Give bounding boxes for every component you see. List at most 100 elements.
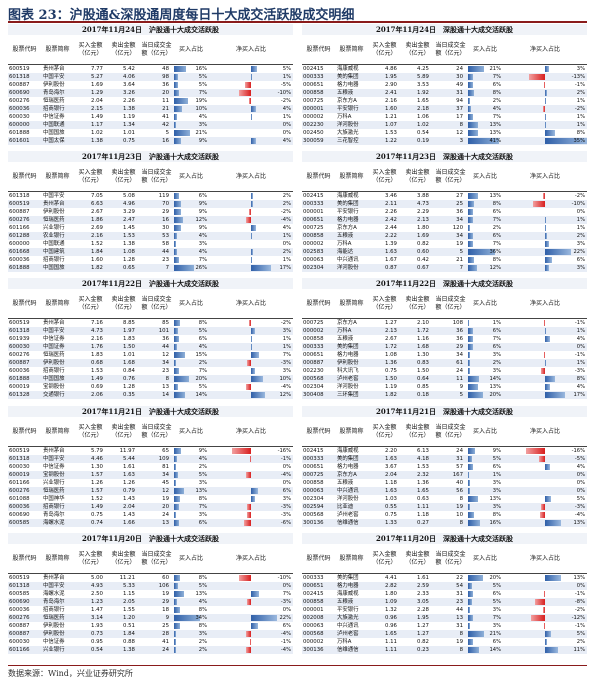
net-buy-bar [545, 360, 547, 366]
cell-ratio: 24 [456, 66, 463, 72]
header-buy_pct: 买入占比 [178, 45, 203, 53]
buy-pct-bar [174, 106, 182, 112]
cell-name: 伊利股份 [43, 209, 65, 215]
header-buy_pct: 买入占比 [472, 554, 497, 562]
cell-buy: 2.16 [90, 233, 103, 239]
cell-buy: 2.04 [90, 98, 103, 104]
buy-pct-bar [174, 623, 181, 629]
buy-pct-bar [174, 368, 180, 374]
net-buy-bar-cell: -4% [209, 630, 293, 638]
cell-code: 600276 [9, 615, 30, 621]
net-buy-label: 4% [282, 106, 291, 112]
cell-ratio: 24 [162, 647, 169, 653]
buy-pct-bar-cell: 13% [468, 495, 502, 503]
cell-ratio: 8 [459, 122, 463, 128]
table-row: 000651 格力电器 2.82 2.59 54 5% 0% [302, 582, 587, 590]
buy-pct-bar-cell: 3% [468, 606, 502, 614]
net-buy-bar-cell: 3% [209, 327, 293, 335]
cell-ratio: 44 [162, 344, 169, 350]
cell-buy: 1.08 [384, 352, 397, 358]
header-name: 股票简称 [45, 427, 70, 435]
cell-name: 泸州老窖 [337, 512, 359, 518]
net-buy-bar [545, 464, 550, 470]
buy-pct-label: 14% [489, 647, 501, 653]
net-buy-label: 17% [279, 265, 291, 271]
buy-pct-bar-cell: 2% [174, 646, 208, 654]
panel-title: 2017年11月24日 深股通十大成交活跃股 [302, 24, 587, 35]
buy-pct-label: 3% [492, 488, 501, 494]
buy-pct-bar-cell: 2% [468, 224, 502, 232]
net-buy-bar-cell: -2% [503, 606, 587, 614]
cell-sell: 2.59 [416, 583, 429, 589]
cell-ratio: 45 [162, 480, 169, 486]
cell-ratio: 53 [162, 233, 169, 239]
table-row: 600036 招商银行 1.49 2.04 20 7% -3% [8, 503, 293, 511]
header-name: 股票简称 [339, 554, 364, 562]
buy-pct-bar [468, 241, 474, 247]
net-buy-bar-cell: -2% [209, 97, 293, 105]
net-buy-bar-cell: 1% [503, 359, 587, 367]
table-row: 000002 万科A 1.21 1.06 17 7% 1% [302, 113, 587, 121]
buy-pct-label: 4% [198, 456, 207, 462]
net-buy-bar-cell: 0% [503, 208, 587, 216]
buy-pct-bar-cell: 20% [468, 391, 502, 399]
cell-ratio: 25 [456, 201, 463, 207]
buy-pct-bar-cell: 4% [174, 232, 208, 240]
buy-pct-bar [468, 360, 470, 366]
cell-code: 600036 [9, 504, 30, 510]
net-buy-label: 22% [279, 615, 291, 621]
cell-name: 招商银行 [43, 257, 65, 263]
cell-code: 600887 [9, 623, 30, 629]
table-header: 股票代码 股票简称 买入金额（亿元） 卖出金额（亿元） 当日成交金额（亿元） 买入占比 净买… [302, 544, 587, 574]
buy-pct-bar-cell: 7% [468, 113, 502, 121]
net-buy-bar-cell: 2% [209, 248, 293, 256]
cell-name: 大族激光 [337, 130, 359, 136]
cell-code: 601318 [9, 193, 30, 199]
cell-name: 伊利股份 [43, 82, 65, 88]
cell-sell: 5.42 [122, 66, 135, 72]
cell-buy: 4.86 [384, 66, 397, 72]
net-buy-bar-cell: 3% [503, 240, 587, 248]
cell-buy: 1.33 [384, 520, 397, 526]
net-buy-bar-cell: 5% [209, 65, 293, 73]
buy-pct-label: 16% [489, 520, 501, 526]
table-row: 600276 恒瑞医药 1.57 0.79 12 13% 6% [8, 487, 293, 495]
header-buy_pct: 买入占比 [178, 554, 203, 562]
cell-ratio: 70 [162, 201, 169, 207]
header-buy: 买入金额（亿元） [78, 295, 103, 311]
cell-ratio: 17 [456, 114, 463, 120]
cell-sell: 5.44 [122, 456, 135, 462]
buy-pct-bar-cell: 3% [174, 630, 208, 638]
net-buy-bar [543, 320, 545, 326]
buy-pct-bar-cell: 7% [468, 73, 502, 81]
header-buy_pct: 买入占比 [472, 45, 497, 53]
buy-pct-bar-cell: 7% [468, 240, 502, 248]
header-sell: 卖出金额（亿元） [405, 41, 430, 57]
cell-buy: 1.03 [384, 496, 397, 502]
buy-pct-bar [174, 344, 178, 350]
cell-name: 中国平安 [43, 456, 65, 462]
cell-code: 601166 [9, 225, 30, 231]
table-row: 601888 中国国旅 1.82 0.65 7 26% 17% [8, 264, 293, 272]
net-buy-label: 3% [576, 241, 585, 247]
buy-pct-bar-cell: 1% [468, 319, 502, 327]
cell-sell: 1.08 [122, 249, 135, 255]
buy-pct-bar [468, 368, 471, 374]
net-buy-bar-cell: 4% [209, 105, 293, 113]
net-buy-bar-cell: 10% [209, 375, 293, 383]
table-row: 600030 中信证券 1.49 1.19 41 4% 1% [8, 113, 293, 121]
net-buy-bar-cell: 0% [209, 463, 293, 471]
cell-buy: 1.57 [90, 488, 103, 494]
cell-name: 中兴通讯 [337, 257, 359, 263]
cell-code: 600690 [9, 512, 30, 518]
net-buy-bar [542, 106, 545, 112]
header-buy: 买入金额（亿元） [78, 168, 103, 184]
cell-name: 贵州茅台 [43, 66, 65, 72]
header-sell: 卖出金额（亿元） [111, 550, 136, 566]
cell-buy: 4.46 [90, 456, 103, 462]
cell-buy: 0.75 [384, 368, 397, 374]
buy-pct-bar-cell: 13% [468, 121, 502, 129]
cell-code: 300136 [303, 647, 324, 653]
net-buy-bar-cell: 8% [503, 129, 587, 137]
net-buy-bar [243, 520, 251, 526]
